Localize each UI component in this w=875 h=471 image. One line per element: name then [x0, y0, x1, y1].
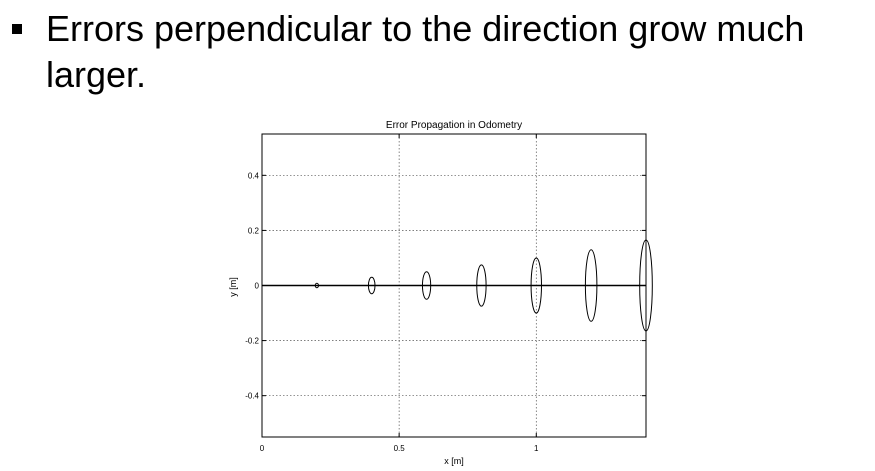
x-tick-label: 0 [260, 444, 265, 453]
y-tick-label: 0.2 [248, 226, 260, 235]
x-axis-label: x [m] [444, 456, 464, 466]
error-propagation-chart: 0 0.5 1 0.4 0.2 0 -0.2 -0.4 Error Propagation i… [228, 120, 653, 466]
x-tick-label: 0.5 [394, 444, 406, 453]
y-tick-label: -0.2 [245, 337, 259, 346]
bullet-text: Errors perpendicular to the direction gr… [46, 8, 805, 95]
y-axis-label: y [m] [228, 277, 238, 297]
tick-layer: 0 0.5 1 0.4 0.2 0 -0.2 -0.4 [245, 134, 646, 453]
uncertainty-ellipse [421, 271, 432, 300]
uncertainty-ellipse [530, 257, 542, 314]
chart-title: Error Propagation in Odometry [386, 120, 522, 131]
y-tick-label: 0 [255, 282, 260, 291]
uncertainty-ellipse [314, 282, 320, 289]
y-tick-label: 0.4 [248, 171, 260, 180]
uncertainty-ellipse [476, 264, 487, 307]
uncertainty-ellipse [367, 276, 376, 295]
uncertainty-ellipse [584, 249, 598, 322]
bullet-marker [12, 24, 22, 34]
y-tick-label: -0.4 [245, 392, 259, 401]
x-tick-label: 1 [534, 444, 539, 453]
